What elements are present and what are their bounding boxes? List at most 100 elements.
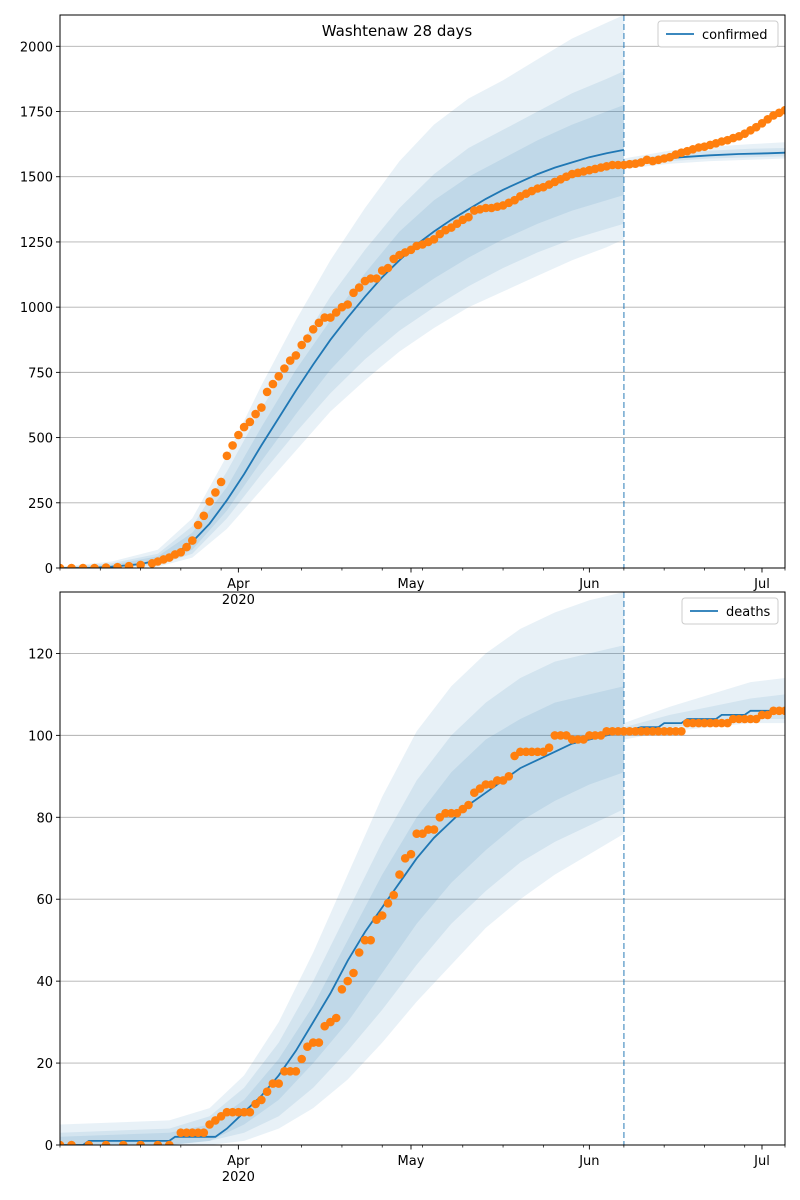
observed-point [257, 1095, 266, 1105]
observed-point [119, 1140, 128, 1145]
observed-point [153, 1140, 163, 1145]
observed-point [222, 451, 232, 461]
observed-point [354, 948, 364, 957]
observed-point [101, 563, 111, 568]
observed-point [67, 1140, 76, 1145]
y-tick-label: 1250 [20, 236, 53, 251]
observed-point [205, 497, 214, 506]
y-tick-label: 0 [45, 1139, 53, 1154]
observed-point [165, 1140, 174, 1145]
observed-point [274, 372, 284, 381]
observed-point [464, 800, 473, 810]
uncertainty-band [60, 686, 624, 1145]
observed-point [268, 379, 278, 389]
observed-point [245, 1107, 255, 1117]
observed-point [228, 441, 237, 450]
x-tick-label: Apr [227, 577, 250, 592]
observed-point [280, 364, 289, 373]
x-tick-label: May [398, 577, 425, 592]
observed-point [274, 1079, 284, 1088]
observed-point [383, 899, 393, 908]
y-tick-label: 1750 [20, 106, 53, 121]
observed-point [78, 563, 88, 568]
observed-point [199, 511, 209, 521]
observed-point [84, 1140, 94, 1145]
observed-point [314, 1038, 324, 1047]
uncertainty-band [60, 105, 624, 568]
observed-point [90, 563, 99, 568]
y-tick-label: 100 [28, 729, 53, 744]
y-tick-label: 40 [36, 975, 53, 990]
observed-point [60, 1140, 65, 1145]
y-tick-label: 1000 [20, 301, 53, 316]
plot-area [60, 592, 785, 1145]
observed-point [291, 1067, 301, 1076]
y-tick-label: 2000 [20, 40, 53, 55]
legend-box [681, 597, 779, 625]
axes-frame [59, 14, 786, 569]
x-tick-label: May [398, 1154, 425, 1169]
observed-point [354, 283, 364, 292]
observed-point [429, 235, 439, 244]
observed-point [780, 706, 785, 716]
observed-point [343, 300, 353, 309]
observed-point [285, 356, 295, 365]
observed-point [383, 263, 393, 273]
observed-point [136, 560, 145, 568]
observed-point [406, 849, 416, 859]
y-tick-label: 80 [36, 811, 53, 826]
observed-point [331, 1013, 341, 1023]
y-tick-label: 750 [28, 366, 53, 381]
axes-frame [59, 591, 786, 1146]
observed-point [372, 274, 381, 283]
observed-point [297, 340, 307, 350]
observed-point [326, 313, 335, 322]
observed-point [677, 727, 686, 736]
observed-point [193, 520, 203, 530]
observed-point [257, 403, 266, 412]
observed-point [60, 563, 65, 568]
legend-label: confirmed [702, 28, 768, 43]
x-tick-label: Apr [227, 1154, 250, 1169]
uncertainty-band [60, 15, 624, 568]
observed-point [504, 772, 514, 781]
observed-point [176, 548, 186, 557]
observed-point [303, 334, 312, 343]
observed-point [544, 743, 554, 752]
observed-point [343, 976, 353, 986]
y-tick-label: 1500 [20, 171, 53, 186]
uncertainty-band [60, 71, 624, 568]
observed-point [67, 563, 76, 568]
observed-point [389, 890, 399, 900]
observed-point [101, 1140, 111, 1145]
observed-point [262, 387, 272, 397]
x-tick-label: Jun [578, 1154, 599, 1169]
observed-point [245, 417, 255, 427]
observed-point [464, 212, 473, 222]
observed-point [377, 911, 387, 920]
observed-point [216, 477, 226, 487]
uncertainty-band [623, 694, 785, 736]
observed-point [234, 430, 243, 440]
observed-point [182, 542, 191, 552]
y-tick-label: 120 [28, 647, 53, 662]
observed-point [780, 105, 785, 115]
y-tick-label: 60 [36, 893, 53, 908]
uncertainty-band [60, 592, 624, 1145]
observed-point [331, 308, 341, 317]
observed-point [188, 536, 197, 545]
y-tick-label: 0 [45, 562, 53, 577]
observed-point [239, 422, 249, 432]
y-tick-label: 500 [28, 432, 53, 447]
y-tick-label: 250 [28, 497, 53, 512]
observed-point [291, 351, 301, 360]
plot-area [60, 15, 785, 568]
observed-point [297, 1054, 307, 1064]
x-tick-sublabel: 2020 [222, 1170, 255, 1185]
legend-label: deaths [726, 605, 771, 620]
y-tick-label: 20 [36, 1057, 53, 1072]
observed-point [262, 1087, 272, 1096]
